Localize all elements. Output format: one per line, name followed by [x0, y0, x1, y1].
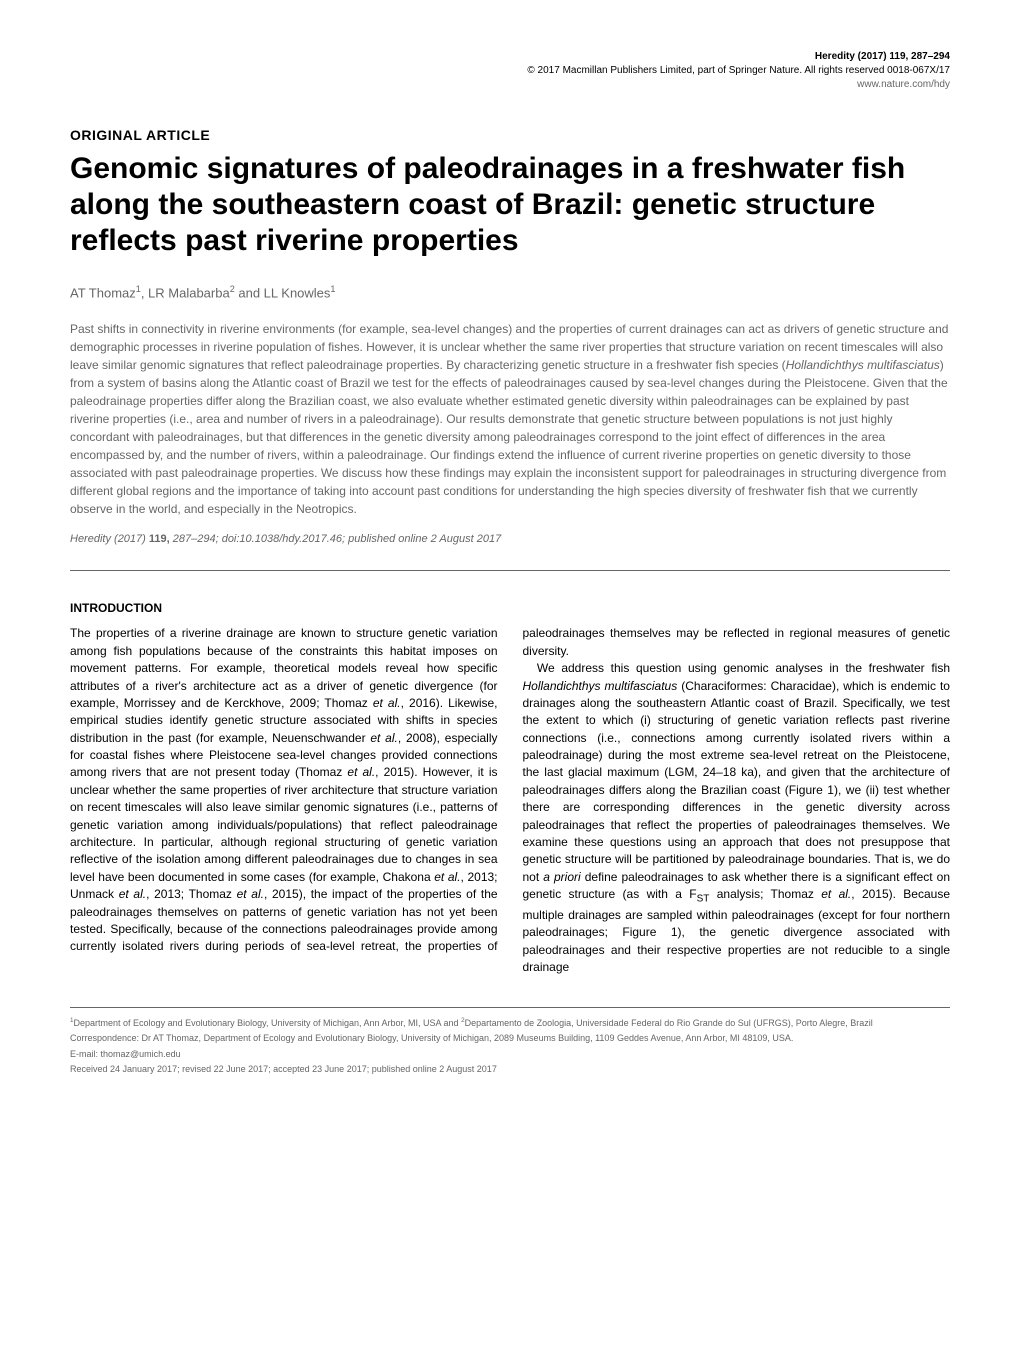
section-divider	[70, 570, 950, 571]
copyright-line: © 2017 Macmillan Publishers Limited, par…	[70, 64, 950, 78]
article-citation: Heredity (2017) 119, 287–294; doi:10.103…	[70, 533, 950, 545]
correspondence-line: Correspondence: Dr AT Thomaz, Department…	[70, 1032, 950, 1046]
footnotes: 1Department of Ecology and Evolutionary …	[70, 1007, 950, 1077]
journal-header: Heredity (2017) 119, 287–294 © 2017 Macm…	[70, 50, 950, 92]
intro-paragraph-2: We address this question using genomic a…	[523, 660, 951, 977]
email-line: E-mail: thomaz@umich.edu	[70, 1048, 950, 1062]
authors-line: AT Thomaz1, LR Malabarba2 and LL Knowles…	[70, 284, 950, 300]
journal-website: www.nature.com/hdy	[70, 78, 950, 92]
body-text: The properties of a riverine drainage ar…	[70, 625, 950, 976]
abstract-text: Past shifts in connectivity in riverine …	[70, 320, 950, 518]
affiliation-line: 1Department of Ecology and Evolutionary …	[70, 1016, 950, 1031]
page-container: Heredity (2017) 119, 287–294 © 2017 Macm…	[0, 0, 1020, 1119]
intro-heading: INTRODUCTION	[70, 601, 950, 615]
article-title: Genomic signatures of paleodrainages in …	[70, 151, 950, 259]
dates-line: Received 24 January 2017; revised 22 Jun…	[70, 1063, 950, 1077]
journal-citation: Heredity (2017) 119, 287–294	[70, 50, 950, 64]
article-type: ORIGINAL ARTICLE	[70, 127, 950, 143]
